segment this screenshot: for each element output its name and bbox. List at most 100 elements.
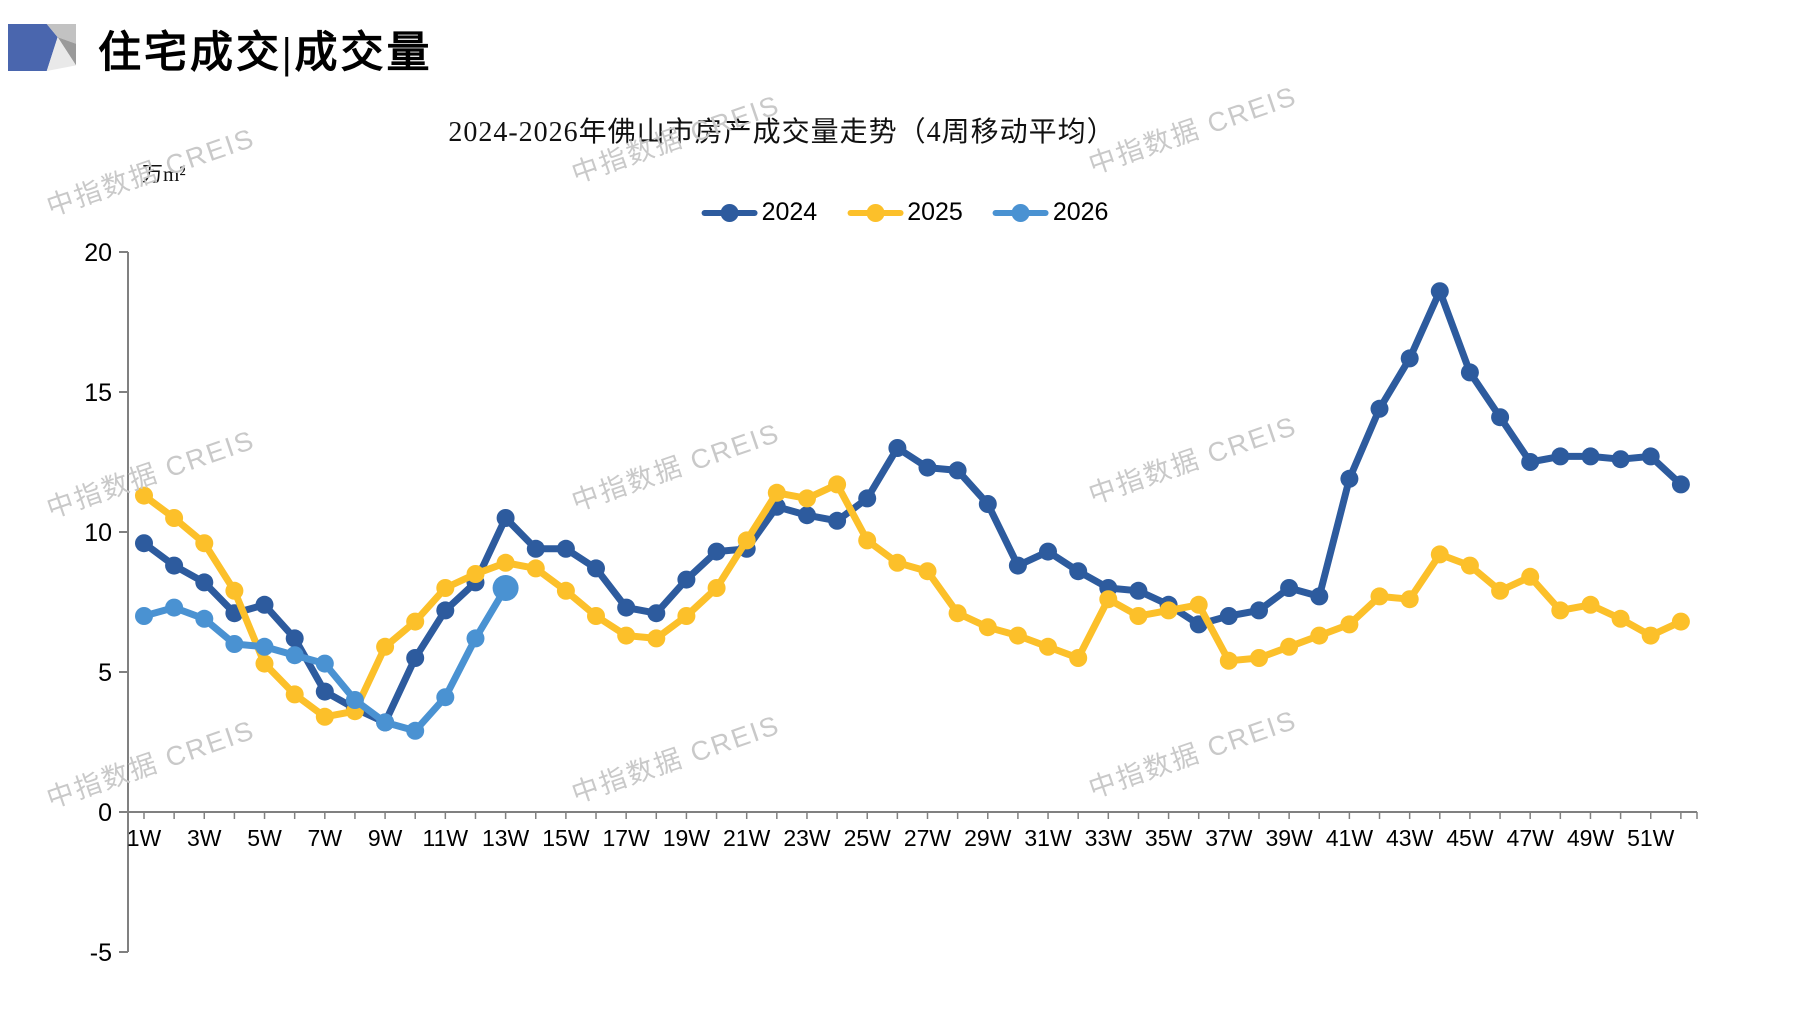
series-point-2024: [1129, 581, 1148, 600]
series-point-2024: [255, 595, 274, 614]
series-point-2025: [978, 618, 997, 637]
series-point-2024: [406, 649, 425, 667]
series-point-2026: [466, 629, 485, 648]
series-point-2024: [978, 495, 997, 513]
series-point-2026: [165, 598, 184, 617]
series-point-2025: [526, 559, 545, 578]
series-point-2025: [1039, 637, 1057, 656]
series-point-2024: [948, 461, 967, 480]
series-point-2025: [1219, 651, 1238, 670]
series-point-2024: [1370, 399, 1389, 418]
series-point-2024: [1430, 282, 1449, 301]
legend-item-2024: 2024: [701, 198, 818, 227]
legend-item-2025: 2025: [847, 198, 963, 227]
series-point-2024: [195, 573, 214, 592]
series-point-2025: [225, 581, 244, 600]
series-point-2025: [1340, 615, 1359, 634]
y-tick-label: 0: [98, 799, 112, 827]
series-point-2025: [406, 612, 425, 631]
series-point-2025: [1099, 590, 1118, 609]
series-point-2024: [1491, 408, 1510, 427]
series-point-2024: [1008, 556, 1027, 575]
series-point-2024: [647, 604, 666, 623]
series-point-2025: [315, 707, 334, 726]
x-tick-label: 39W: [1265, 825, 1313, 851]
series-point-2026: [406, 721, 425, 740]
series-point-2025: [1581, 595, 1600, 614]
series-point-2024: [1039, 542, 1057, 561]
series-point-2025: [376, 637, 395, 656]
series-point-2024: [526, 539, 545, 558]
series-point-2025: [255, 654, 274, 673]
series-line-2025: [140, 480, 1685, 721]
series-point-2025: [165, 509, 184, 527]
series-point-2024: [496, 509, 515, 527]
series-point-2024: [1310, 587, 1329, 606]
series-point-2025: [677, 607, 696, 625]
series-point-2025: [1671, 612, 1690, 631]
y-tick-label: 20: [84, 239, 112, 267]
x-tick-label: 15W: [542, 825, 590, 851]
x-tick-label: 9W: [368, 825, 403, 851]
series-point-2025: [436, 579, 455, 597]
header: 住宅成交|成交量: [0, 0, 1797, 90]
x-tick-label: 43W: [1386, 825, 1434, 851]
series-point-2025: [767, 483, 786, 502]
y-tick-label: -5: [90, 939, 112, 967]
series-point-2025: [1069, 649, 1088, 667]
series-point-2025: [1250, 649, 1268, 667]
series-point-2024: [165, 556, 184, 575]
series-point-2026: [315, 654, 334, 673]
series-point-2024: [918, 458, 937, 477]
series-point-2025: [828, 475, 847, 494]
series-point-2024: [285, 629, 304, 648]
series-point-2025: [466, 565, 485, 583]
series-point-2025: [1551, 601, 1570, 620]
series-point-2026: [345, 691, 364, 709]
series-point-2024: [1400, 349, 1419, 368]
chart-title: 2024-2026年佛山市房产成交量走势（4周移动平均）: [448, 117, 1116, 148]
x-tick-label: 47W: [1507, 825, 1555, 851]
series-point-2024: [828, 511, 847, 530]
series-point-2025: [617, 626, 636, 645]
legend-label: 2026: [1052, 198, 1109, 226]
series-point-2024: [1581, 447, 1600, 466]
series-point-2025: [1611, 609, 1630, 628]
legend-marker-icon: [992, 203, 1049, 222]
series-point-2025: [918, 562, 937, 581]
series-point-2024: [436, 601, 455, 620]
series-point-2024: [556, 539, 575, 558]
series-point-2024: [1219, 607, 1238, 625]
series-point-2025: [1008, 626, 1027, 645]
series-point-2025: [1129, 607, 1148, 625]
series-point-2025: [587, 607, 605, 625]
series-point-2025: [1491, 581, 1510, 600]
series-line-2024: [140, 287, 1685, 726]
legend-label: 2024: [761, 198, 818, 226]
series-point-2026: [195, 609, 214, 628]
x-tick-label: 3W: [187, 825, 222, 851]
x-tick-label: 25W: [844, 825, 892, 851]
series-point-2024: [1250, 601, 1268, 620]
creis-logo-icon: [8, 24, 76, 71]
y-tick-label: 5: [98, 659, 112, 687]
series-point-2024: [1521, 453, 1540, 471]
x-tick-label: 17W: [603, 825, 651, 851]
series-point-2025: [1400, 590, 1419, 609]
series-point-2025: [1159, 601, 1178, 620]
series-point-2024: [798, 506, 816, 525]
series-point-2024: [1551, 447, 1570, 466]
series-point-2025: [556, 581, 575, 600]
series-point-2025: [1189, 595, 1208, 614]
x-tick-label: 51W: [1627, 825, 1675, 851]
series-point-2025: [798, 489, 816, 508]
series-point-2024: [315, 682, 334, 701]
series-point-2025: [858, 531, 877, 550]
x-tick-label: 37W: [1205, 825, 1253, 851]
series-point-2024: [1611, 450, 1630, 469]
series-point-2026: [492, 575, 519, 601]
series-point-2024: [1280, 579, 1299, 597]
legend-item-2026: 2026: [992, 198, 1109, 227]
series-point-2024: [1460, 363, 1479, 382]
